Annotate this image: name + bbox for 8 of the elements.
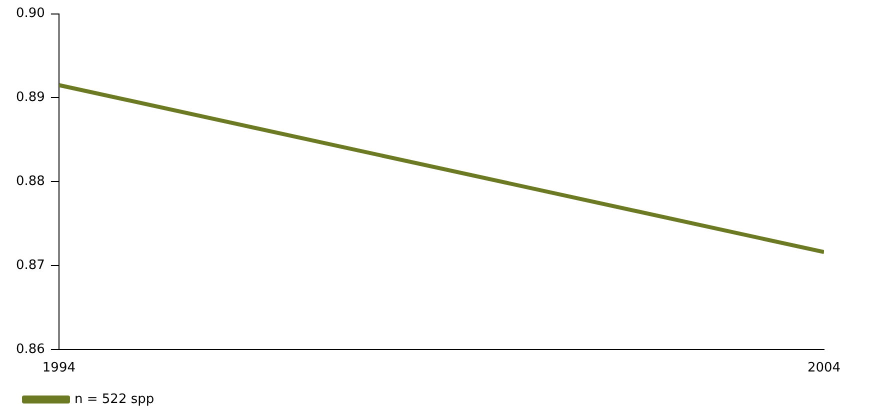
y-tick-label: 0.89 (16, 90, 45, 106)
x-tick-label: 1994 (42, 360, 76, 376)
legend-label: n = 522 spp (74, 392, 154, 407)
y-tick-label: 0.90 (16, 6, 45, 22)
y-tick-label: 0.86 (16, 342, 45, 357)
y-tick-label: 0.88 (16, 174, 45, 189)
x-tick-label: 2004 (807, 360, 841, 376)
y-tick-label: 0.87 (16, 258, 45, 273)
